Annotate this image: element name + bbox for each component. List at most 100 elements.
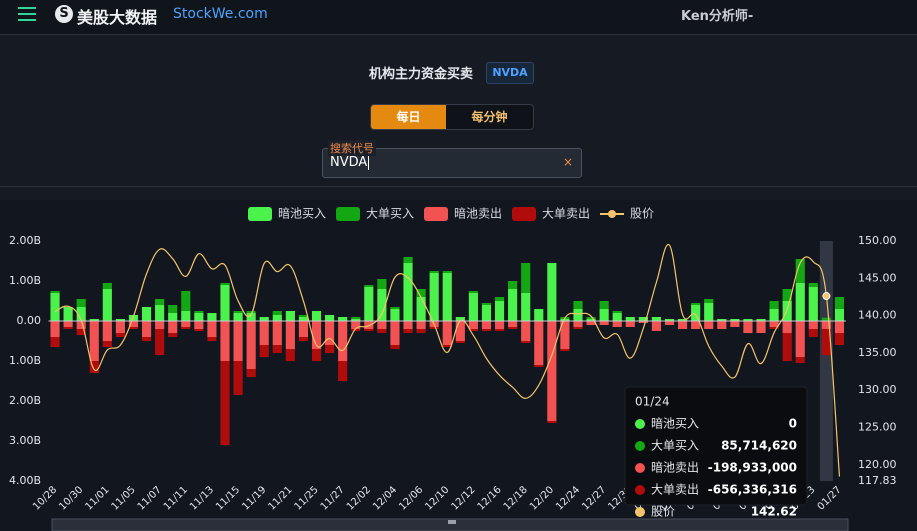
bar (259, 317, 269, 321)
bar (181, 327, 191, 329)
bar (429, 327, 439, 329)
y2-tick-label: 130.00 (858, 383, 897, 396)
bar (704, 321, 714, 329)
bar (50, 321, 60, 337)
bar (429, 273, 439, 321)
tab-daily[interactable]: 每日 (371, 105, 446, 129)
bar (403, 257, 413, 263)
search-label: 搜索代号 (328, 140, 376, 156)
bar (521, 321, 531, 341)
menu-button[interactable] (18, 7, 36, 21)
bar (481, 303, 492, 305)
logo-icon[interactable]: S (55, 5, 73, 23)
bar (233, 311, 243, 313)
bar (769, 327, 779, 329)
tooltip-name: 暗池买入 (651, 416, 699, 431)
bar (141, 321, 152, 337)
bar (351, 319, 361, 321)
bar (547, 321, 557, 421)
bar (795, 357, 805, 363)
y-tick-label: 0.00 (17, 314, 42, 327)
bar (808, 287, 818, 321)
divider (0, 186, 917, 187)
y2-tick-label: 145.00 (858, 271, 897, 284)
bar (743, 321, 753, 333)
y2-tick-label: 135.00 (858, 346, 897, 359)
bar (181, 311, 191, 321)
bar (442, 271, 452, 273)
bar (272, 345, 282, 353)
bar (795, 283, 805, 321)
tab-minute[interactable]: 每分钟 (471, 110, 508, 124)
tooltip-value: 85,714,620 (721, 439, 797, 453)
bar (141, 337, 152, 341)
bar (821, 317, 831, 321)
bar (730, 321, 740, 327)
bar (233, 313, 243, 321)
bar (834, 333, 845, 345)
bar (377, 289, 387, 321)
legend-label: 股价 (630, 207, 654, 221)
legend-dot (608, 210, 616, 218)
bar (181, 291, 191, 311)
bar (494, 329, 505, 331)
bar (141, 307, 152, 321)
tooltip: 01/24 暗池买入 0 大单买入 85,714,620 暗池卖出 -198,933,000… (624, 386, 808, 519)
brand[interactable]: 美股大数据 (77, 8, 158, 27)
bar (285, 321, 295, 349)
bar (560, 321, 570, 349)
zoom-slider (51, 518, 849, 531)
bar (795, 259, 805, 283)
bar (50, 291, 60, 293)
bar (743, 319, 753, 321)
bar (455, 321, 465, 341)
zoom-handle (448, 520, 456, 524)
bar (468, 329, 478, 331)
bar (298, 321, 309, 337)
bar (573, 321, 583, 327)
bar (246, 369, 256, 377)
top-bar: S 美股大数据 StockWe.com Ken分析师- (0, 0, 917, 35)
bar (311, 311, 322, 321)
bar (298, 337, 309, 341)
bar (821, 321, 831, 329)
bar (155, 305, 165, 321)
bar (468, 321, 478, 329)
bar (416, 321, 426, 329)
bar (599, 309, 609, 321)
bar (89, 319, 99, 321)
y2-tick-label: 150.00 (858, 234, 897, 247)
bar (246, 321, 256, 369)
y-tick-label: 2.00B (9, 394, 41, 407)
bar (233, 361, 243, 395)
bar (468, 291, 478, 293)
bar (834, 297, 845, 309)
bar (194, 313, 204, 321)
bar (272, 321, 282, 345)
bar (272, 311, 282, 315)
site-name[interactable]: StockWe.com (173, 6, 268, 22)
tooltip-date: 01/24 (635, 395, 670, 409)
bar (220, 361, 230, 445)
legend-swatch (512, 207, 536, 221)
bar (50, 337, 60, 347)
bar (416, 329, 426, 333)
bar (664, 321, 675, 325)
bar (691, 303, 701, 305)
tooltip-value: 142.62 (751, 505, 797, 519)
clear-button[interactable]: × (562, 155, 573, 169)
bar (259, 345, 269, 357)
bar (63, 307, 73, 321)
bar (351, 329, 361, 331)
bar (795, 321, 805, 357)
user-name[interactable]: Ken分析师- (681, 9, 754, 24)
bar (338, 321, 348, 361)
bar (508, 281, 518, 289)
bar (115, 333, 125, 337)
bar (560, 319, 570, 321)
y2-tick-label: 140.00 (858, 309, 897, 322)
bar (599, 321, 609, 325)
bar (521, 263, 531, 293)
bar (782, 289, 792, 301)
bar (664, 319, 675, 321)
